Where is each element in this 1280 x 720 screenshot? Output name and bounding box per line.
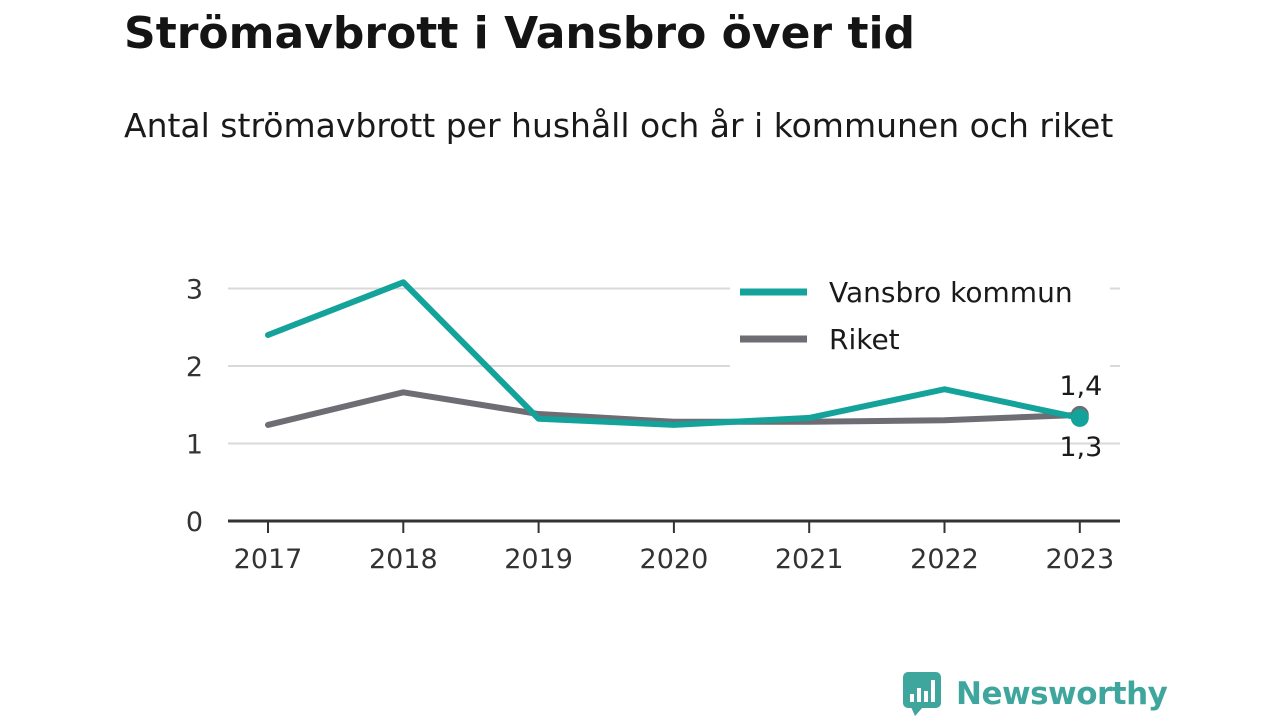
series-line-vansbro-kommun [265, 279, 1083, 428]
x-tick-label: 2018 [369, 544, 438, 575]
series-line-riket [265, 389, 1083, 428]
x-tick-label: 2022 [910, 544, 979, 575]
y-tick-label: 0 [186, 507, 203, 538]
x-tick-label: 2023 [1045, 544, 1114, 575]
x-tick-label: 2020 [640, 544, 709, 575]
x-tick-label: 2021 [775, 544, 844, 575]
newsworthy-logo: Newsworthy [902, 670, 1168, 718]
end-value-label: 1,4 [1059, 371, 1102, 402]
chart-title: Strömavbrott i Vansbro över tid [124, 8, 916, 59]
x-tick-label: 2019 [504, 544, 573, 575]
legend-box [730, 268, 1110, 368]
end-point-marker [1070, 408, 1089, 427]
x-tick-label: 2017 [234, 544, 303, 575]
end-value-label: 1,3 [1059, 432, 1102, 463]
y-tick-label: 3 [186, 275, 203, 306]
y-tick-label: 1 [186, 430, 203, 461]
legend-label: Vansbro kommun [829, 276, 1073, 309]
chart-subtitle: Antal strömavbrott per hushåll och år i … [124, 106, 1114, 145]
brand-name: Newsworthy [956, 676, 1168, 712]
y-tick-label: 2 [186, 352, 203, 383]
newsworthy-logo-icon [903, 672, 941, 716]
legend-label: Riket [829, 323, 900, 356]
